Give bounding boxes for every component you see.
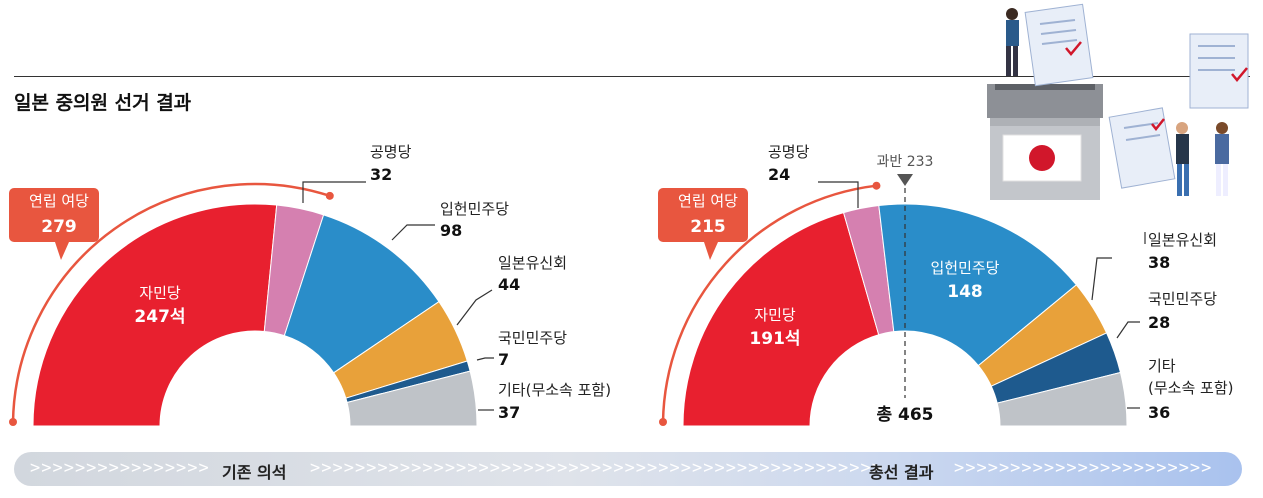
coalition-label: 연립 여당 xyxy=(678,192,738,210)
segment-label-name: 자민당 xyxy=(139,284,181,302)
ballot-paper-icon xyxy=(1024,3,1249,189)
majority-marker: 과반 233 xyxy=(877,154,934,398)
coalition-arc-end xyxy=(9,418,17,426)
chart-existing-seats: 연립 여당 279 공명당 32 입헌민주당 98 일본유신회 44 국민민주당… xyxy=(9,143,611,427)
label-value: 28 xyxy=(1148,313,1170,332)
page-title: 일본 중의원 선거 결과 xyxy=(14,92,192,114)
callout-lines xyxy=(302,181,494,411)
label-value: 24 xyxy=(768,165,790,184)
coalition-value: 215 xyxy=(690,217,726,237)
majority-label: 과반 233 xyxy=(877,154,934,170)
label-name-sub: (무소속 포함) xyxy=(1148,379,1233,397)
label-name: 일본유신회 xyxy=(498,254,567,272)
label-value: 38 xyxy=(1148,253,1170,272)
label-name: 공명당 xyxy=(768,143,810,161)
label-name: 입헌민주당 xyxy=(440,200,509,218)
coalition-callout: 연립 여당 215 xyxy=(658,188,748,260)
coalition-arc-end xyxy=(325,191,334,200)
segment-label-value: 191석 xyxy=(749,329,800,349)
label-value: 98 xyxy=(440,221,462,240)
coalition-label: 연립 여당 xyxy=(29,192,89,210)
segment-label-name: 자민당 xyxy=(754,306,796,324)
chevron-right-icon: >>>>>>>>>>>>>>>>>>>>>>>>>>>>>>>>>>>>>>>>… xyxy=(310,458,883,478)
label-name: 국민민주당 xyxy=(1148,290,1217,308)
label-value: 37 xyxy=(498,403,520,422)
chart-election-result: 연립 여당 215 과반 233 총 465 공명당 24 일본유신회 38 국… xyxy=(658,143,1233,427)
label-value: 36 xyxy=(1148,403,1170,422)
label-name: 기타 xyxy=(1148,357,1176,375)
coalition-value: 279 xyxy=(41,217,77,237)
callout-lines xyxy=(818,181,1146,409)
label-name: 국민민주당 xyxy=(498,329,567,347)
segment-6 xyxy=(996,371,1128,427)
timeline-bar: >>>>>>>>>>>>>>>> 기존 의석 >>>>>>>>>>>>>>>>>… xyxy=(14,452,1242,486)
timeline-right-label: 총선 결과 xyxy=(869,463,934,482)
chevron-right-icon: >>>>>>>>>>>>>>>>>>>>>>> xyxy=(954,458,1213,478)
chevron-right-icon: >>>>>>>>>>>>>>>> xyxy=(30,458,210,478)
segment-label-name: 입헌민주당 xyxy=(930,259,999,277)
coalition-callout: 연립 여당 279 xyxy=(9,188,99,260)
segment-1 xyxy=(682,212,880,427)
label-name: 기타(무소속 포함) xyxy=(498,381,611,399)
label-name: 공명당 xyxy=(370,143,412,161)
segment-label-value: 247석 xyxy=(134,307,185,327)
label-value: 44 xyxy=(498,275,520,294)
japan-flag-icon xyxy=(1002,134,1082,182)
ballot-box-illustration xyxy=(987,3,1249,200)
segment-label-value: 148 xyxy=(947,282,983,302)
title-rule xyxy=(14,76,1250,77)
segment-6 xyxy=(346,370,478,427)
coalition-arc-end xyxy=(872,181,881,190)
voter-figure-icon xyxy=(1006,8,1229,196)
timeline-left-label: 기존 의석 xyxy=(222,463,287,482)
coalition-arc-end xyxy=(659,418,667,426)
label-value: 32 xyxy=(370,165,392,184)
total-label: 총 465 xyxy=(876,405,933,425)
label-value: 7 xyxy=(498,350,509,369)
label-name: 일본유신회 xyxy=(1148,231,1217,249)
coalition-arc xyxy=(661,184,877,423)
majority-triangle-icon xyxy=(897,174,913,186)
election-charts: 연립 여당 279 공명당 32 입헌민주당 98 일본유신회 44 국민민주당… xyxy=(9,3,1249,427)
segment-1 xyxy=(32,203,278,427)
coalition-arc xyxy=(11,182,331,423)
